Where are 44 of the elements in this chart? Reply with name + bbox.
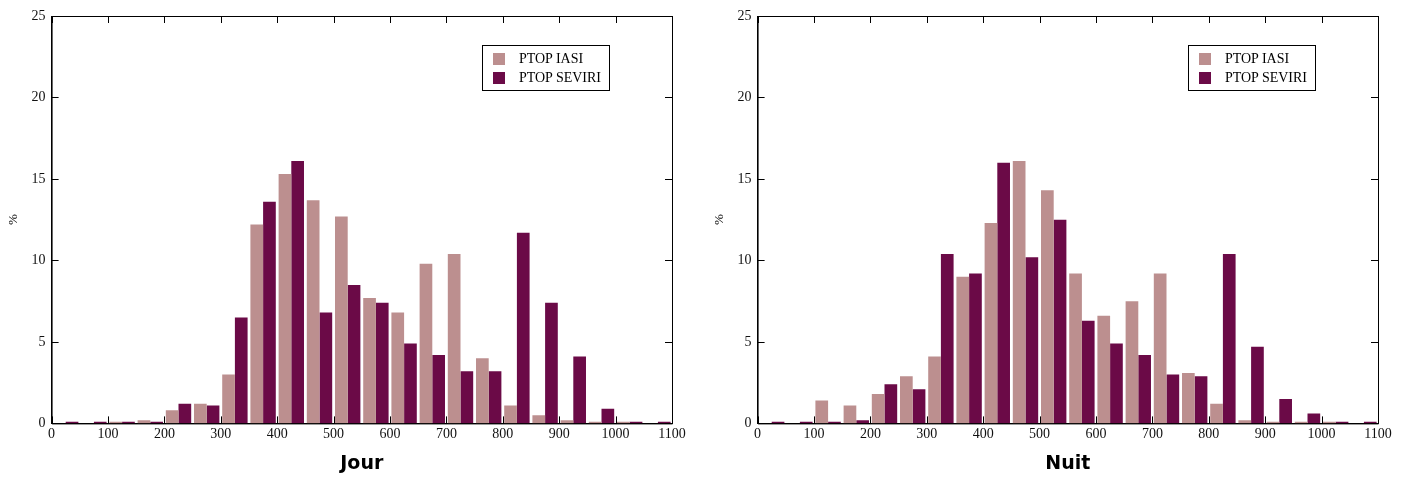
legend-label: PTOP SEVIRI [518, 69, 601, 87]
x-tick-label: 1100 [1364, 426, 1392, 442]
x-tick-label: 100 [97, 426, 119, 442]
x-tick-label: 800 [492, 426, 514, 442]
x-tick-label: 900 [548, 426, 570, 442]
x-tick-label: 1000 [601, 426, 630, 442]
y-tick-label: 10 [31, 252, 46, 268]
y-tick-label: 10 [737, 252, 752, 268]
x-tick-label: 700 [1141, 426, 1163, 442]
y-tick-label: 5 [38, 333, 46, 349]
y-tick-label: 15 [737, 170, 752, 186]
x-tick-label: 200 [153, 426, 175, 442]
x-tick-label: 400 [972, 426, 994, 442]
y-axis-title: % [5, 214, 21, 226]
x-tick-label: 700 [435, 426, 457, 442]
x-tick-label: 800 [1198, 426, 1220, 442]
x-tick-label: 400 [266, 426, 288, 442]
x-tick-label: 600 [1085, 426, 1107, 442]
x-axis-title: Nuit [1045, 450, 1091, 473]
x-tick-label: 1100 [658, 426, 686, 442]
y-tick-label: 0 [38, 415, 46, 431]
x-tick-label: 600 [379, 426, 401, 442]
x-tick-label: 200 [859, 426, 881, 442]
y-tick-label: 0 [744, 415, 752, 431]
legend-label: PTOP IASI [518, 50, 584, 68]
y-tick-label: 5 [744, 333, 752, 349]
y-tick-label: 25 [737, 7, 752, 23]
legend-label: PTOP SEVIRI [1224, 69, 1307, 87]
x-tick-label: 1000 [1307, 426, 1336, 442]
y-tick-label: 20 [31, 89, 46, 105]
legend-label: PTOP IASI [1224, 50, 1290, 68]
x-tick-label: 300 [210, 426, 232, 442]
y-tick-label: 20 [737, 89, 752, 105]
x-tick-label: 900 [1254, 426, 1276, 442]
x-tick-label: 100 [803, 426, 825, 442]
x-tick-label: 500 [323, 426, 345, 442]
x-axis-title: Jour [338, 450, 384, 473]
x-tick-label: 500 [1029, 426, 1051, 442]
x-tick-label: 0 [48, 426, 56, 442]
y-tick-label: 15 [31, 170, 46, 186]
x-tick-label: 0 [754, 426, 762, 442]
x-tick-label: 300 [916, 426, 938, 442]
y-axis-title: % [711, 214, 727, 226]
y-tick-label: 25 [31, 7, 46, 23]
